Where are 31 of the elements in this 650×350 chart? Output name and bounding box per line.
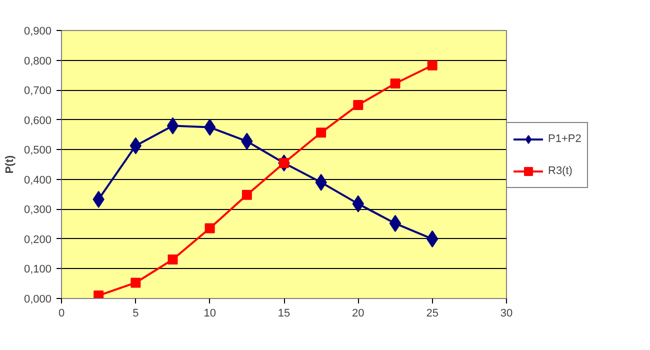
x-tick-label: 10 [204,308,216,320]
point [353,100,364,110]
point [166,117,179,134]
y-tick-label: 0,300 [24,204,52,216]
y-tick-label: 0,100 [24,264,52,276]
x-tick-label: 5 [132,308,139,320]
point [130,278,141,288]
y-tick-label: 0,800 [24,55,52,68]
y-axis-title: P(t) [4,155,16,174]
point [390,78,400,89]
point [316,128,326,138]
x-tick-label: 20 [352,308,364,320]
legend-label: R3(t) [548,165,572,177]
y-tick-label: 0,200 [24,234,52,246]
x-tick-label: 30 [500,308,513,320]
y-tick-label: 0,400 [24,174,52,186]
y-tick-label: 0,600 [24,114,52,127]
point [242,190,252,200]
y-tick-label: 0,500 [24,144,52,157]
y-tick-label: 0,000 [24,294,52,306]
y-tick-label: 0,900 [24,26,52,38]
point [427,60,438,70]
point [204,223,215,234]
y-tick-label: 0,700 [24,85,52,98]
point [389,214,402,232]
point [168,254,178,264]
legend-label: P1+P2 [548,133,582,145]
point [94,290,104,298]
x-tick-label: 25 [426,308,438,320]
x-tick-label: 15 [278,308,290,320]
x-tick-label: 0 [58,308,65,320]
